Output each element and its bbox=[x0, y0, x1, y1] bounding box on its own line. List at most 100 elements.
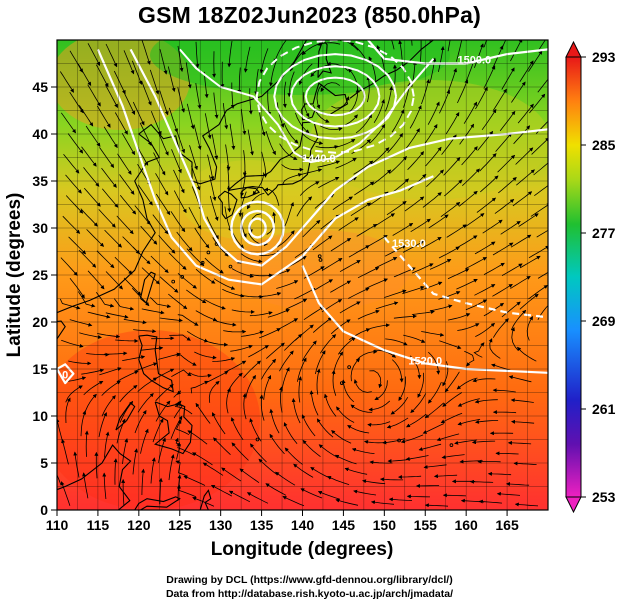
streamline bbox=[211, 133, 219, 160]
streamline bbox=[410, 393, 427, 414]
x-tick-label: 110 bbox=[46, 517, 69, 533]
colorbar-min-arrow bbox=[565, 496, 582, 514]
streamline bbox=[59, 71, 74, 93]
y-tick-label: 45 bbox=[32, 79, 48, 95]
contour-label: 0 bbox=[62, 369, 68, 381]
streamline bbox=[366, 235, 388, 248]
streamline bbox=[479, 153, 497, 172]
streamline bbox=[465, 257, 487, 269]
streamline bbox=[501, 263, 523, 276]
streamline bbox=[149, 69, 160, 95]
streamline bbox=[505, 482, 530, 487]
streamline bbox=[457, 398, 480, 407]
streamline bbox=[83, 187, 101, 207]
streamline bbox=[249, 418, 262, 442]
streamline bbox=[73, 451, 80, 478]
streamline bbox=[69, 91, 84, 114]
streamline bbox=[473, 342, 485, 358]
streamline bbox=[456, 40, 464, 62]
streamline bbox=[375, 301, 399, 310]
streamline bbox=[183, 475, 206, 486]
streamline bbox=[316, 368, 321, 395]
streamline bbox=[291, 398, 301, 424]
streamline bbox=[213, 92, 219, 119]
streamline bbox=[195, 310, 218, 322]
streamline bbox=[519, 255, 541, 269]
coastline bbox=[57, 40, 308, 314]
streamline bbox=[367, 323, 390, 330]
streamline bbox=[492, 318, 509, 338]
streamline bbox=[447, 67, 458, 93]
streamline bbox=[259, 328, 281, 339]
streamline bbox=[252, 172, 264, 196]
streamline bbox=[155, 384, 174, 402]
streamline bbox=[423, 124, 438, 146]
streamline bbox=[61, 339, 84, 348]
streamline bbox=[333, 351, 344, 376]
streamline bbox=[237, 67, 242, 94]
streamline bbox=[121, 132, 136, 156]
y-tick-label: 40 bbox=[32, 126, 48, 142]
streamline bbox=[267, 308, 290, 318]
streamline bbox=[101, 395, 116, 417]
streamline bbox=[462, 168, 480, 186]
streamline bbox=[483, 65, 496, 89]
streamline bbox=[315, 145, 339, 149]
streamline bbox=[87, 84, 101, 107]
streamline bbox=[177, 87, 185, 113]
streamline bbox=[67, 133, 84, 154]
streamline bbox=[122, 355, 146, 361]
streamline bbox=[444, 371, 460, 393]
streamline bbox=[316, 84, 323, 110]
island bbox=[317, 254, 322, 259]
streamline bbox=[529, 93, 546, 114]
streamline bbox=[356, 223, 378, 237]
streamline bbox=[80, 208, 98, 227]
streamline bbox=[299, 168, 323, 176]
streamline bbox=[167, 66, 176, 93]
streamline bbox=[96, 105, 111, 128]
streamline bbox=[105, 271, 123, 290]
streamline bbox=[438, 246, 460, 259]
streamline bbox=[444, 179, 463, 197]
streamline bbox=[83, 393, 97, 416]
streamline bbox=[114, 112, 128, 135]
streamline bbox=[61, 438, 69, 465]
streamline bbox=[427, 101, 440, 125]
streamline bbox=[366, 75, 371, 103]
streamline bbox=[511, 326, 519, 351]
streamline bbox=[276, 230, 295, 248]
streamline bbox=[68, 236, 87, 255]
streamline bbox=[387, 133, 403, 154]
island bbox=[228, 264, 233, 269]
streamline bbox=[501, 40, 507, 49]
streamline bbox=[177, 314, 199, 326]
streamline bbox=[464, 213, 485, 228]
streamline bbox=[137, 393, 154, 413]
streamline bbox=[407, 151, 425, 170]
streamline bbox=[302, 219, 321, 238]
streamline bbox=[337, 40, 359, 51]
streamline bbox=[281, 173, 303, 186]
y-tick-label: 30 bbox=[32, 220, 48, 236]
streamline bbox=[348, 287, 370, 299]
streamline bbox=[133, 329, 157, 334]
streamline bbox=[516, 169, 535, 186]
streamline bbox=[239, 468, 260, 484]
page-title: GSM 18Z02Jun2023 (850.0hPa) bbox=[138, 2, 481, 28]
x-axis-label: Longitude (degrees) bbox=[211, 539, 394, 560]
streamline bbox=[425, 146, 442, 167]
island bbox=[180, 275, 185, 279]
height-contour bbox=[273, 53, 398, 140]
streamline bbox=[159, 317, 183, 323]
streamline bbox=[422, 423, 445, 434]
streamline bbox=[515, 147, 534, 165]
streamline bbox=[385, 338, 408, 346]
streamline bbox=[137, 184, 153, 206]
streamline bbox=[492, 242, 514, 256]
streamline bbox=[101, 167, 117, 188]
streamline bbox=[105, 43, 118, 68]
streamline bbox=[351, 447, 375, 454]
streamline bbox=[279, 350, 294, 372]
streamline bbox=[194, 227, 210, 249]
